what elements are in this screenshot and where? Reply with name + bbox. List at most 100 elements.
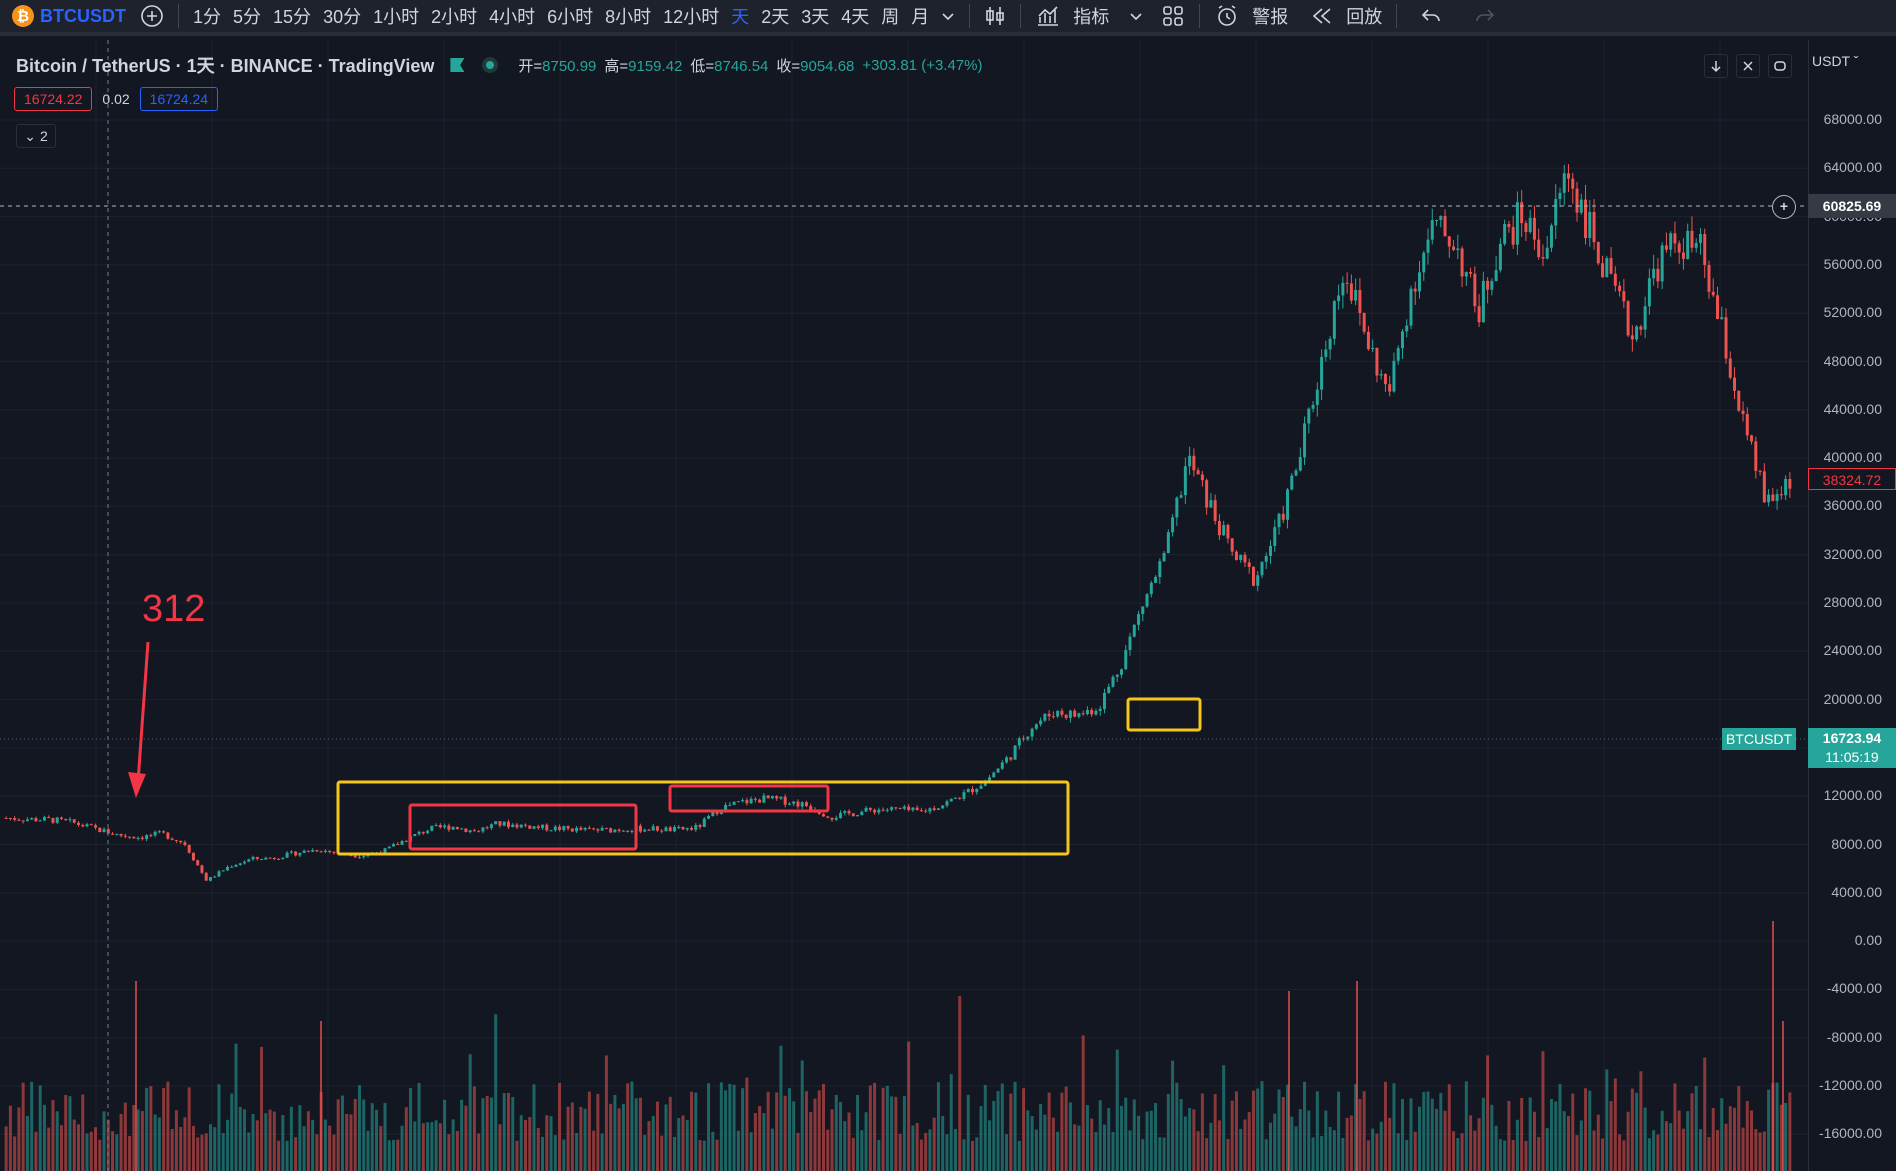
interval-13[interactable]: 4天 bbox=[841, 7, 870, 27]
interval-4[interactable]: 1小时 bbox=[373, 7, 420, 27]
candle-body bbox=[1486, 280, 1490, 290]
candle-body bbox=[357, 857, 361, 859]
volume-bar bbox=[711, 1131, 715, 1171]
volume-bar bbox=[196, 1137, 200, 1171]
undo-icon[interactable] bbox=[1413, 4, 1449, 28]
candle-body bbox=[1677, 243, 1681, 253]
volume-bar bbox=[1596, 1114, 1600, 1171]
candle-body bbox=[1707, 265, 1711, 292]
interval-12[interactable]: 3天 bbox=[801, 7, 830, 27]
interval-6[interactable]: 4小时 bbox=[489, 7, 536, 27]
volume-bar bbox=[575, 1132, 579, 1171]
indicators-button[interactable]: 指标 bbox=[1029, 3, 1115, 29]
interval-8[interactable]: 8小时 bbox=[605, 7, 652, 27]
candle-body bbox=[1622, 291, 1626, 302]
yellow-box-annotation bbox=[1126, 697, 1202, 732]
chevron-down-icon[interactable] bbox=[1123, 9, 1149, 23]
sell-price-button[interactable]: 16724.22 bbox=[14, 87, 93, 111]
volume-bar bbox=[566, 1106, 570, 1171]
yellow-box-annotation bbox=[336, 780, 1070, 856]
interval-15[interactable]: 月 bbox=[911, 7, 930, 27]
candle-body bbox=[294, 851, 298, 856]
candle-body bbox=[25, 819, 29, 822]
candle-body bbox=[413, 834, 417, 836]
interval-2[interactable]: 15分 bbox=[273, 7, 312, 27]
volume-bar bbox=[1443, 1110, 1447, 1171]
volume-bar bbox=[1205, 1138, 1209, 1171]
interval-3[interactable]: 30分 bbox=[323, 7, 362, 27]
interval-5[interactable]: 2小时 bbox=[431, 7, 478, 27]
candle-body bbox=[1141, 606, 1145, 615]
layout-icon[interactable] bbox=[1155, 4, 1191, 28]
crosshair-add-icon[interactable]: + bbox=[1772, 195, 1796, 219]
candle-body bbox=[59, 817, 63, 819]
interval-1[interactable]: 5分 bbox=[233, 7, 262, 27]
candle-body bbox=[528, 825, 532, 829]
volume-bar bbox=[1396, 1133, 1400, 1171]
red-box-annotation bbox=[408, 803, 638, 851]
candle-body bbox=[264, 857, 268, 860]
interval-14[interactable]: 周 bbox=[881, 7, 900, 27]
candle-body bbox=[958, 797, 962, 799]
candle-style-icon[interactable] bbox=[978, 4, 1012, 28]
volume-bar bbox=[1707, 1137, 1711, 1171]
market-status-icon[interactable] bbox=[482, 57, 499, 73]
symbol-search[interactable]: ₿ BTCUSDT bbox=[0, 5, 134, 27]
candle-body bbox=[711, 811, 715, 817]
candle-body bbox=[489, 824, 493, 828]
volume-bar bbox=[1554, 1101, 1558, 1171]
candle-body bbox=[464, 828, 468, 833]
volume-bar bbox=[1209, 1122, 1213, 1171]
candle-body bbox=[447, 825, 451, 830]
scroll-down-button[interactable] bbox=[1704, 54, 1728, 78]
volume-bar bbox=[826, 1129, 830, 1171]
replay-button[interactable]: 回放 bbox=[1304, 3, 1388, 29]
candle-body bbox=[962, 792, 966, 799]
indicators-collapse-button[interactable]: ⌄ 2 bbox=[16, 124, 56, 148]
currency-selector[interactable]: USDT ˇ bbox=[1812, 53, 1859, 69]
candle-body bbox=[613, 829, 617, 833]
volume-bar bbox=[949, 1074, 953, 1171]
volume-bar bbox=[1085, 1105, 1089, 1171]
volume-bar bbox=[1750, 1110, 1754, 1171]
candle-body bbox=[877, 809, 881, 813]
alerts-button[interactable]: 警报 bbox=[1208, 3, 1294, 29]
volume-bar bbox=[570, 1102, 574, 1171]
volume-bar bbox=[1460, 1133, 1464, 1171]
spread-value: 0.02 bbox=[102, 91, 130, 107]
candle-body bbox=[1107, 686, 1111, 693]
volume-bar bbox=[477, 1133, 481, 1171]
volume-bar bbox=[1192, 1109, 1196, 1171]
refresh-button[interactable] bbox=[1768, 54, 1792, 78]
price-axis[interactable]: 68000.0064000.0060000.0056000.0052000.00… bbox=[1808, 40, 1896, 1171]
candle-body bbox=[1324, 349, 1328, 357]
candle-body bbox=[404, 841, 408, 843]
flag-icon[interactable] bbox=[450, 58, 465, 72]
volume-spike bbox=[135, 981, 137, 1171]
collapse-button[interactable] bbox=[1736, 54, 1760, 78]
interval-9[interactable]: 12小时 bbox=[663, 7, 720, 27]
interval-11[interactable]: 2天 bbox=[761, 7, 790, 27]
price-axis-label: 52000.00 bbox=[1823, 304, 1882, 321]
interval-0[interactable]: 1分 bbox=[193, 7, 222, 27]
chevron-down-icon[interactable] bbox=[935, 9, 961, 23]
price-chart[interactable] bbox=[0, 40, 1808, 1171]
buy-price-button[interactable]: 16724.24 bbox=[139, 87, 219, 111]
volume-bar bbox=[813, 1098, 817, 1171]
candle-body bbox=[1047, 713, 1051, 717]
volume-bar bbox=[868, 1085, 872, 1171]
volume-bar bbox=[1558, 1084, 1562, 1171]
volume-bar bbox=[660, 1135, 664, 1171]
redo-icon[interactable] bbox=[1467, 4, 1503, 28]
volume-bar bbox=[1320, 1136, 1324, 1171]
candle-body bbox=[792, 801, 796, 804]
volume-bar bbox=[1213, 1094, 1217, 1171]
candle-body bbox=[851, 813, 855, 817]
interval-7[interactable]: 6小时 bbox=[547, 7, 594, 27]
candle-body bbox=[604, 827, 608, 829]
volume-bar bbox=[843, 1121, 847, 1171]
volume-bar bbox=[519, 1115, 523, 1171]
interval-10[interactable]: 天 bbox=[731, 7, 750, 27]
candle-body bbox=[1601, 263, 1605, 278]
add-symbol-icon[interactable] bbox=[134, 4, 170, 28]
